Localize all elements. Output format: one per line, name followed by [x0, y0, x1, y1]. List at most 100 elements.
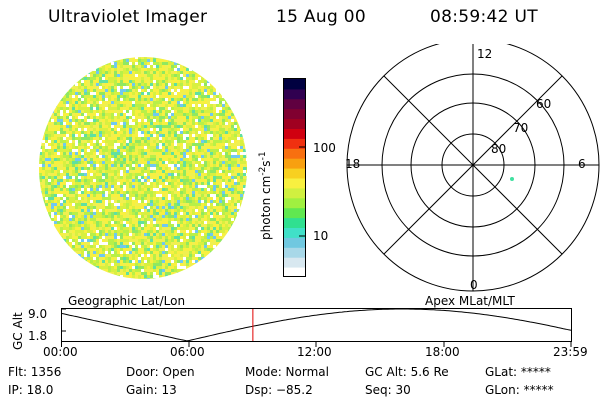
- uv-pixel: [171, 218, 174, 221]
- uv-pixel: [60, 71, 63, 74]
- uv-pixel: [132, 233, 135, 236]
- uv-pixel: [114, 182, 117, 185]
- uv-pixel: [213, 101, 216, 104]
- uv-pixel: [90, 248, 93, 251]
- uv-pixel: [78, 74, 81, 77]
- uv-pixel: [168, 128, 171, 131]
- uv-pixel: [234, 185, 237, 188]
- uv-pixel: [84, 167, 87, 170]
- uv-pixel: [165, 158, 168, 161]
- uv-pixel: [201, 182, 204, 185]
- uv-pixel: [60, 107, 63, 110]
- uv-pixel: [66, 89, 69, 92]
- uv-pixel: [48, 218, 51, 221]
- uv-pixel: [171, 176, 174, 179]
- uv-pixel: [219, 206, 222, 209]
- uv-pixel: [72, 92, 75, 95]
- uv-pixel: [39, 131, 42, 134]
- uv-pixel: [96, 59, 99, 62]
- uv-pixel: [219, 161, 222, 164]
- uv-pixel: [231, 260, 234, 263]
- uv-pixel: [150, 113, 153, 116]
- uv-pixel: [39, 113, 42, 116]
- uv-pixel: [189, 245, 192, 248]
- uv-pixel: [225, 86, 228, 89]
- uv-pixel: [105, 107, 108, 110]
- uv-pixel: [63, 167, 66, 170]
- uv-pixel: [99, 236, 102, 239]
- uv-pixel: [180, 242, 183, 245]
- uv-pixel: [93, 116, 96, 119]
- uv-pixel: [84, 128, 87, 131]
- uv-pixel: [36, 236, 39, 239]
- uv-pixel: [210, 92, 213, 95]
- uv-pixel: [243, 185, 246, 188]
- uv-pixel: [123, 170, 126, 173]
- uv-pixel: [234, 155, 237, 158]
- uv-pixel: [132, 71, 135, 74]
- uv-pixel: [102, 74, 105, 77]
- uv-pixel: [123, 89, 126, 92]
- uv-pixel: [45, 89, 48, 92]
- uv-pixel: [186, 206, 189, 209]
- uv-pixel: [180, 125, 183, 128]
- uv-pixel: [168, 101, 171, 104]
- uv-pixel: [99, 263, 102, 266]
- uv-pixel: [210, 176, 213, 179]
- uv-pixel: [228, 164, 231, 167]
- uv-pixel: [108, 212, 111, 215]
- uv-pixel: [90, 89, 93, 92]
- uv-pixel: [81, 194, 84, 197]
- uv-pixel: [198, 173, 201, 176]
- uv-pixel: [138, 245, 141, 248]
- uv-pixel: [123, 143, 126, 146]
- uv-pixel: [87, 188, 90, 191]
- uv-pixel: [219, 191, 222, 194]
- uv-pixel: [54, 176, 57, 179]
- uv-pixel: [228, 113, 231, 116]
- uv-pixel: [207, 83, 210, 86]
- uv-pixel: [234, 248, 237, 251]
- uv-pixel: [180, 167, 183, 170]
- uv-pixel: [144, 113, 147, 116]
- uv-pixel: [78, 122, 81, 125]
- uv-pixel: [201, 86, 204, 89]
- uv-pixel: [141, 185, 144, 188]
- uv-pixel: [222, 239, 225, 242]
- uv-pixel: [36, 143, 39, 146]
- uv-pixel: [87, 116, 90, 119]
- uv-pixel: [90, 209, 93, 212]
- uv-pixel: [234, 131, 237, 134]
- uv-pixel: [207, 152, 210, 155]
- uv-pixel: [219, 137, 222, 140]
- uv-pixel: [150, 251, 153, 254]
- uv-pixel: [237, 242, 240, 245]
- uv-pixel: [186, 164, 189, 167]
- uv-pixel: [150, 143, 153, 146]
- uv-pixel: [183, 134, 186, 137]
- uv-pixel: [84, 110, 87, 113]
- uv-pixel: [210, 86, 213, 89]
- uv-pixel: [153, 95, 156, 98]
- uv-pixel: [120, 224, 123, 227]
- uv-pixel: [249, 254, 250, 257]
- uv-pixel: [93, 167, 96, 170]
- uv-pixel: [183, 155, 186, 158]
- uv-pixel: [216, 248, 219, 251]
- uv-pixel: [117, 179, 120, 182]
- uv-pixel: [240, 188, 243, 191]
- uv-pixel: [186, 191, 189, 194]
- uv-pixel: [213, 131, 216, 134]
- uv-pixel: [36, 230, 39, 233]
- uv-pixel: [54, 119, 57, 122]
- uv-pixel: [219, 254, 222, 257]
- uv-pixel: [114, 212, 117, 215]
- uv-pixel: [198, 215, 201, 218]
- uv-pixel: [189, 224, 192, 227]
- uv-pixel: [219, 119, 222, 122]
- uv-pixel: [93, 215, 96, 218]
- uv-pixel: [234, 188, 237, 191]
- uv-pixel: [72, 86, 75, 89]
- uv-pixel: [195, 212, 198, 215]
- uv-pixel: [63, 86, 66, 89]
